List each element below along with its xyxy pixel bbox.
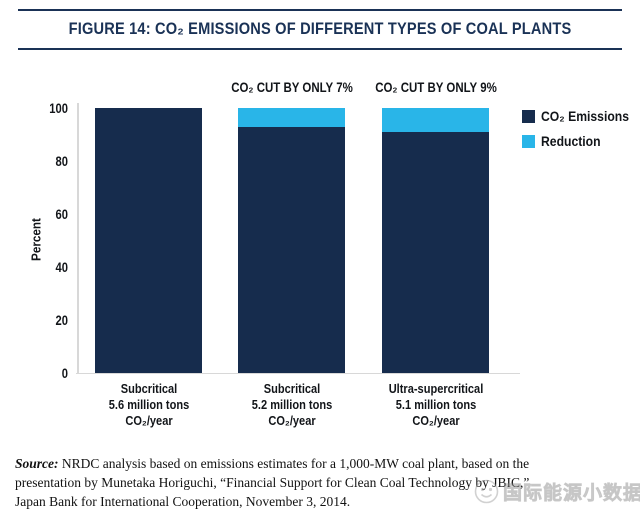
bar-ultra-supercritical-3 <box>382 108 489 373</box>
y-tick-0: 0 <box>61 365 68 381</box>
y-tick-20: 20 <box>55 312 68 328</box>
bar-segment-reduction <box>238 108 345 127</box>
bar-subcritical-2 <box>238 108 345 373</box>
figure-title: FIGURE 14: CO₂ EMISSIONS OF DIFFERENT TY… <box>68 19 572 38</box>
y-axis-line <box>77 103 79 373</box>
x-label-1: Subcritical 5.6 million tons CO₂/year <box>76 381 221 429</box>
figure-header: FIGURE 14: CO₂ EMISSIONS OF DIFFERENT TY… <box>18 9 622 50</box>
smiley-logo-icon <box>474 479 499 504</box>
source-text: NRDC analysis based on emissions estimat… <box>58 456 530 471</box>
x-label-line: CO₂/year <box>267 413 316 428</box>
legend-swatch-reduction <box>522 134 535 148</box>
legend-label-reduction: Reduction <box>541 133 601 149</box>
x-label-line: Subcritical <box>263 381 320 396</box>
y-tick-40: 40 <box>55 259 68 275</box>
bar-subcritical-1 <box>95 108 202 373</box>
x-label-3: Ultra-supercritical 5.1 million tons CO₂/y… <box>363 381 508 429</box>
x-label-line: CO₂/year <box>124 413 173 428</box>
legend-label-co2-emissions: CO₂ Emissions <box>541 108 629 124</box>
y-tick-100: 100 <box>49 100 68 116</box>
bar-annotation: CO₂ CUT BY ONLY 9% <box>374 80 497 95</box>
watermark-text: 国际能源小数据 <box>503 483 640 505</box>
x-label-line: Subcritical <box>120 381 177 396</box>
source-label: Source: <box>15 456 59 471</box>
watermark: 国际能源小数据 <box>474 478 640 505</box>
x-label-line: 5.2 million tons <box>251 397 332 412</box>
bar-segment-reduction <box>382 108 489 132</box>
legend-item-co2-emissions: CO₂ Emissions <box>522 108 640 124</box>
y-tick-60: 60 <box>55 206 68 222</box>
x-label-line: CO₂/year <box>411 413 460 428</box>
bar-segment-co-emissions <box>95 108 202 373</box>
bar-annotation: CO₂ CUT BY ONLY 7% <box>230 80 353 95</box>
legend-swatch-co2-emissions <box>522 109 535 123</box>
x-label-line: Ultra-supercritical <box>388 381 483 396</box>
x-label-line: 5.6 million tons <box>108 397 189 412</box>
source-line: Source: NRDC analysis based on emissions… <box>15 454 625 473</box>
bar-segment-co-emissions <box>238 126 345 373</box>
y-tick-80: 80 <box>55 153 68 169</box>
source-note: Source: NRDC analysis based on emissions… <box>15 454 625 511</box>
x-label-line: 5.1 million tons <box>395 397 476 412</box>
legend-item-reduction: Reduction <box>522 133 640 149</box>
x-label-2: Subcritical 5.2 million tons CO₂/year <box>219 381 364 429</box>
source-line: presentation by Munetaka Horiguchi, “Fin… <box>15 475 530 490</box>
bar-segment-co-emissions <box>382 131 489 373</box>
source-line: Japan Bank for International Cooperation… <box>15 494 351 509</box>
legend: CO₂ Emissions Reduction <box>522 108 640 158</box>
x-axis-line <box>76 372 520 374</box>
